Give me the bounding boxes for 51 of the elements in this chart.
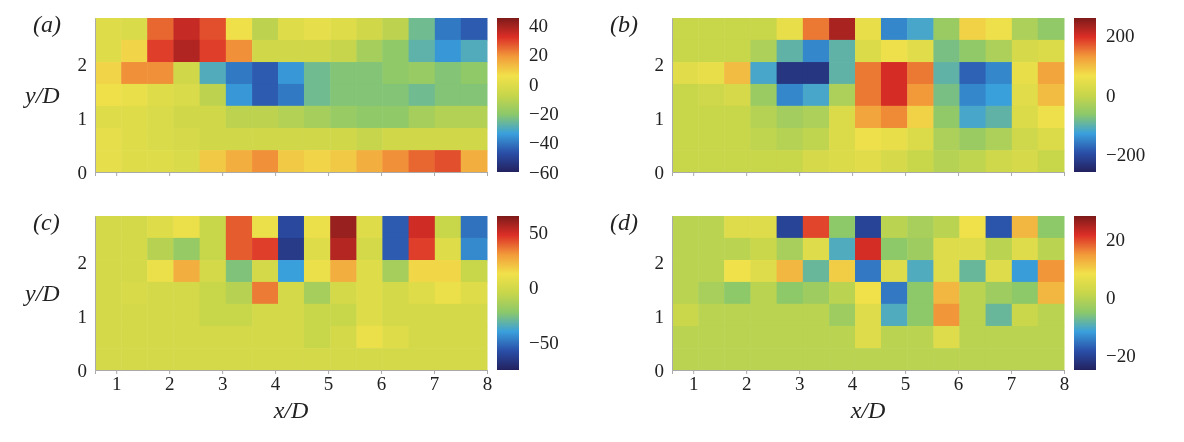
y-axis-title: y/D [23,280,60,306]
color-bar-label: −60 [529,161,559,183]
color-bar-label: −50 [529,332,559,354]
y-tick-label: 1 [654,305,664,327]
x-tick-label: 1 [111,373,122,395]
y-tick-label: 2 [77,251,87,273]
x-tick-label: 1 [688,373,699,395]
y-tick-label: 0 [77,161,87,183]
color-bar-label: 40 [529,14,548,36]
color-bar-label: 0 [1106,286,1116,308]
x-tick-label: 7 [1006,373,1017,395]
x-axis-title: x/D [849,397,886,423]
x-tick-label: 6 [376,373,387,395]
color-bar-label: 20 [1106,228,1125,250]
chart-title: (d) [610,209,638,235]
y-tick-label: 1 [77,107,87,129]
x-tick-label: 7 [429,373,440,395]
y-tick-label: 0 [77,359,87,381]
color-bar-label: −20 [529,102,559,124]
y-tick-label: 2 [654,53,664,75]
x-tick-label: 4 [270,373,281,395]
color-bar-label: 50 [529,222,548,244]
chart-title: (c) [33,209,60,235]
y-tick-label: 1 [654,107,664,129]
y-tick-label: 2 [654,251,664,273]
y-tick-label: 0 [654,359,664,381]
color-bar-label: 200 [1106,25,1135,47]
chart-title: (b) [610,11,638,37]
color-bar-label: −40 [529,132,559,154]
y-tick-label: 2 [77,53,87,75]
x-tick-label: 4 [847,373,858,395]
color-bar-label: −200 [1106,143,1146,165]
color-bar-label: 0 [529,277,539,299]
x-tick-label: 3 [217,373,228,395]
x-tick-label: 2 [164,373,175,395]
color-bar-label: 0 [529,73,539,95]
x-tick-label: 6 [953,373,964,395]
chart-title: (a) [33,11,61,37]
x-tick-label: 5 [900,373,911,395]
x-tick-label: 5 [323,373,334,395]
color-bar-label: −20 [1106,345,1136,367]
x-tick-label: 8 [1059,373,1070,395]
color-bar-label: 20 [529,44,548,66]
color-bar-label: 0 [1106,84,1116,106]
x-tick-label: 3 [794,373,805,395]
x-axis-title: x/D [272,397,309,423]
y-axis-title: y/D [23,82,60,108]
y-tick-label: 1 [77,305,87,327]
x-tick-label: 2 [741,373,752,395]
x-tick-label: 8 [482,373,493,395]
y-tick-label: 0 [654,161,664,183]
